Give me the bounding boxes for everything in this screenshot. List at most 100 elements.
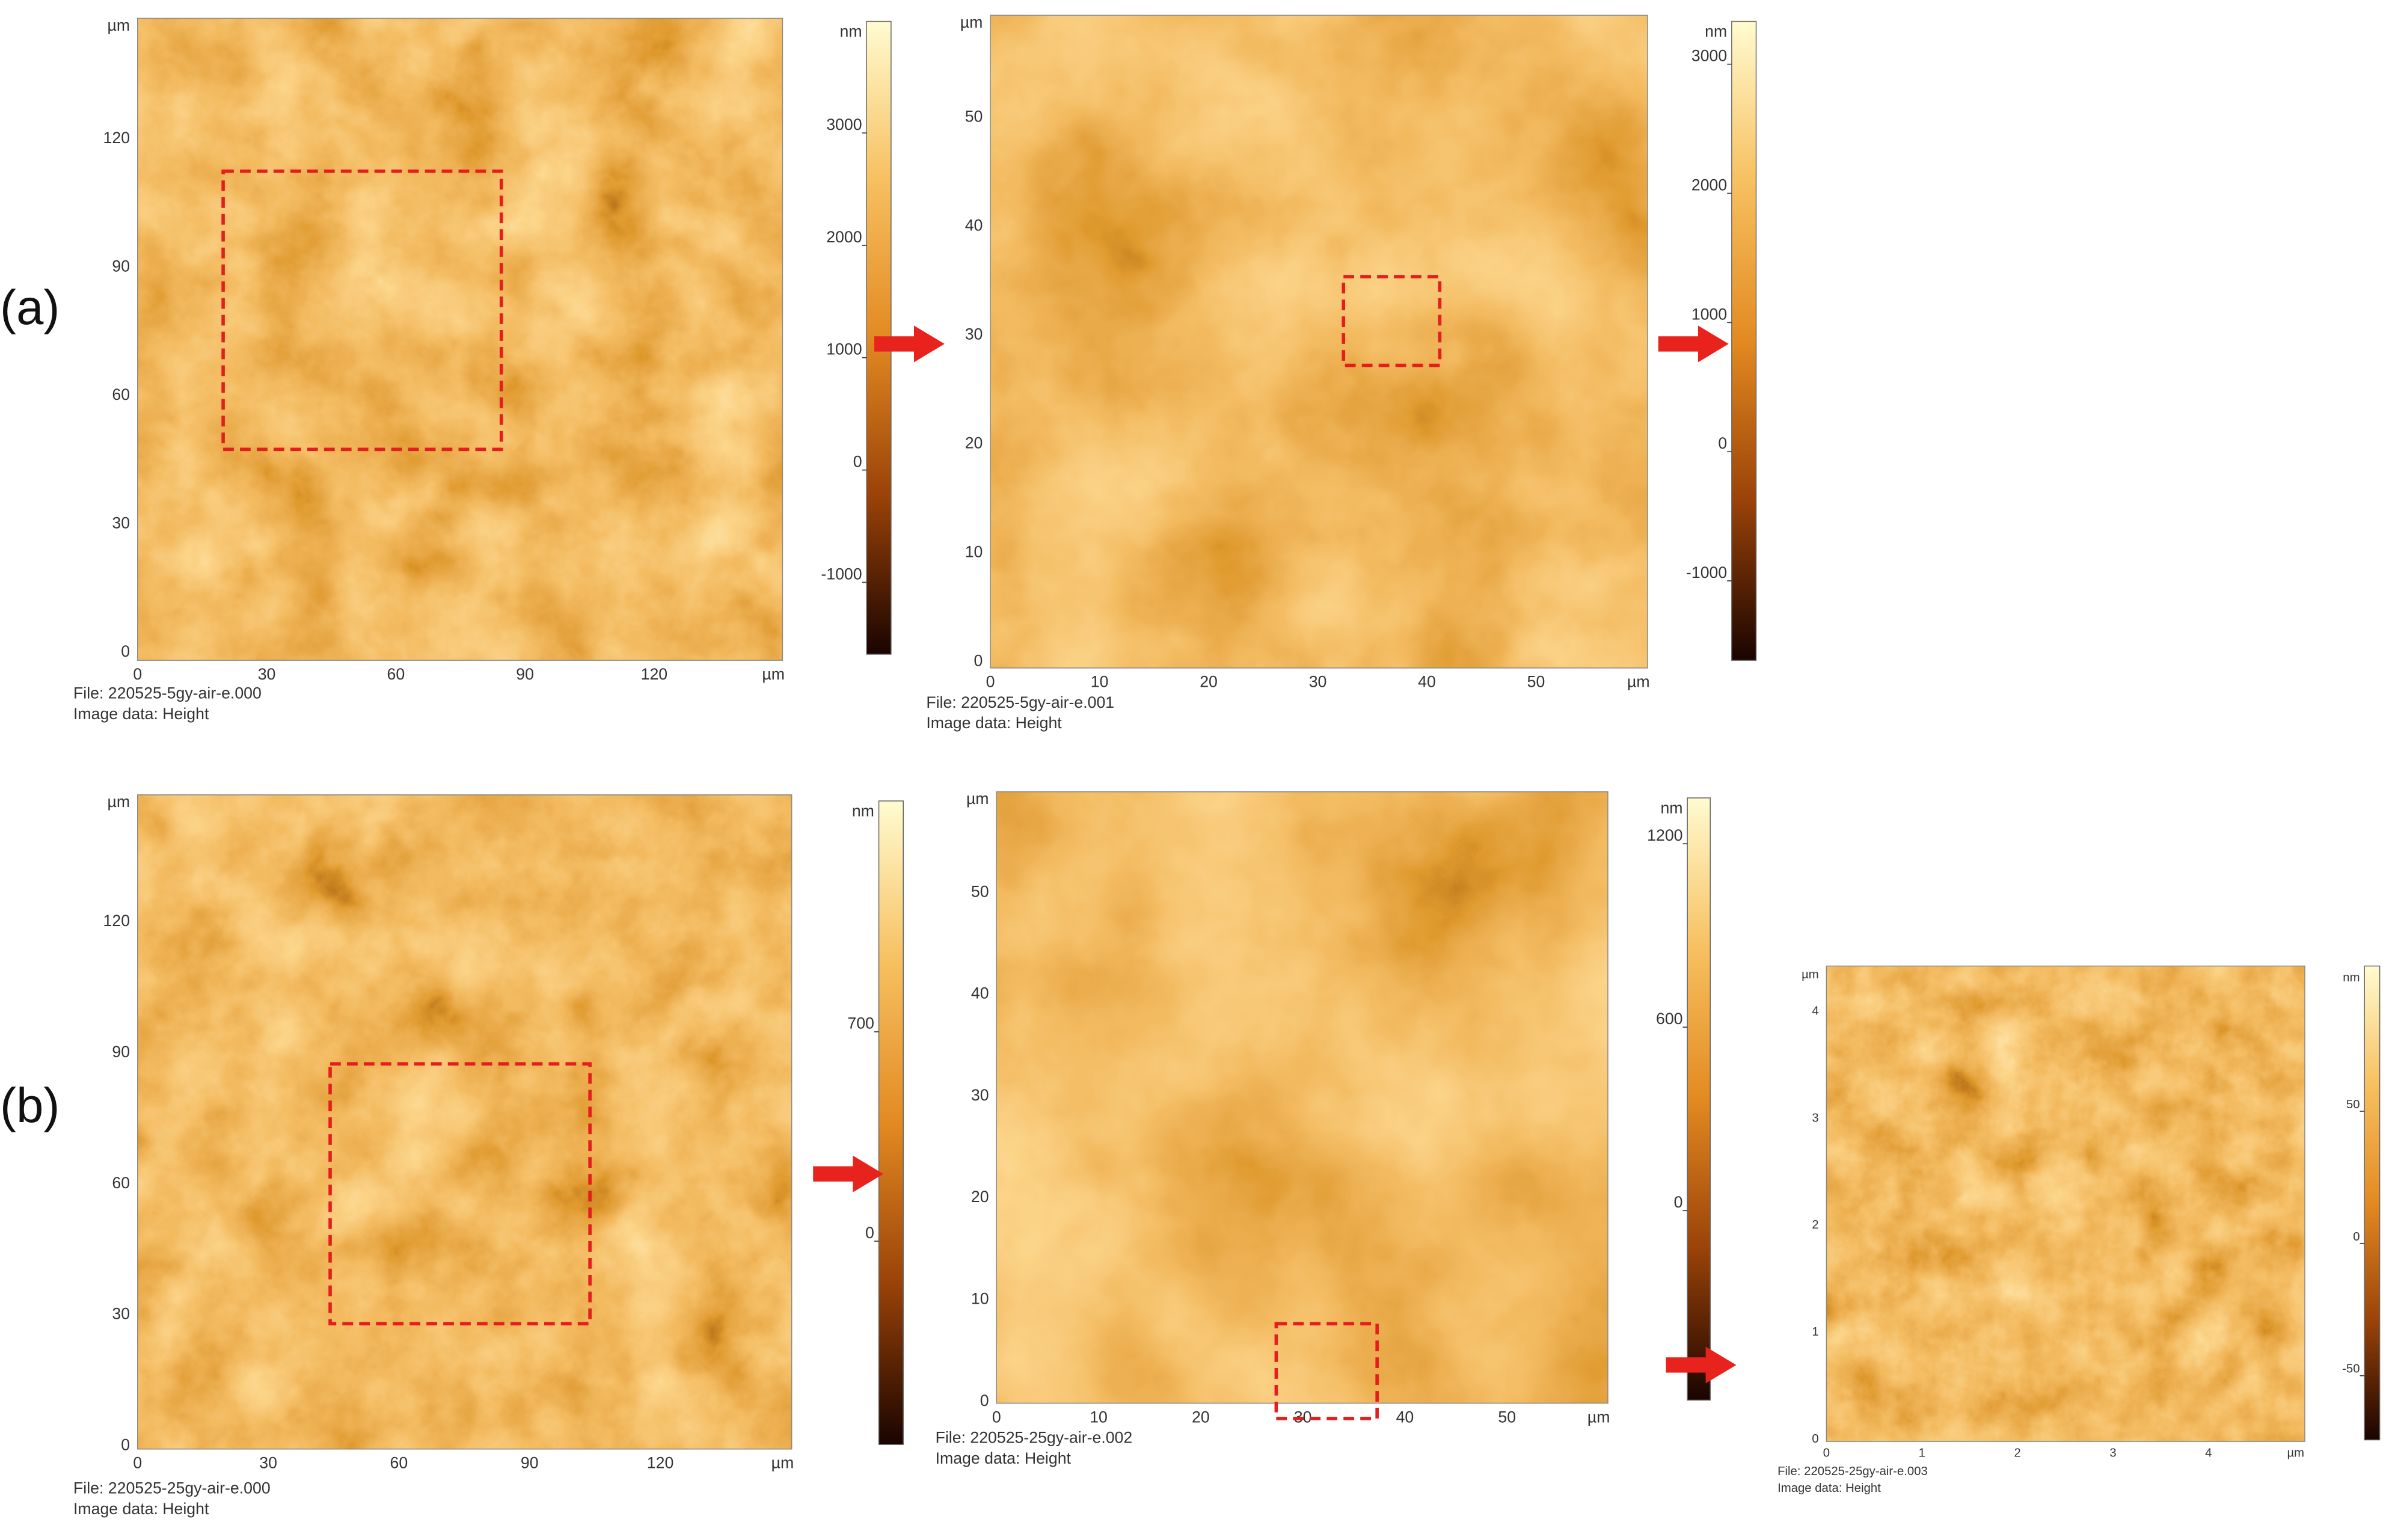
y-axis-unit: µm [107, 793, 130, 811]
image-data-label: Image data: Height [73, 1500, 209, 1518]
x-tick-label: 30 [258, 665, 276, 683]
colorbar [2364, 965, 2381, 1441]
colorbar-tick-label: 0 [865, 1224, 874, 1242]
image-data-label: Image data: Height [1777, 1482, 1881, 1495]
file-name: File: 220525-25gy-air-e.000 [73, 1479, 271, 1497]
y-tick-label: 60 [112, 1174, 130, 1192]
x-tick-label: 10 [1091, 673, 1109, 691]
y-tick-label: 1 [1812, 1325, 1818, 1339]
file-name: File: 220525-25gy-air-e.003 [1777, 1465, 1928, 1478]
colorbar [1687, 797, 1711, 1401]
colorbar-tick-label: 0 [853, 453, 862, 471]
colorbar-unit: nm [852, 802, 874, 820]
y-tick-label: 50 [965, 108, 983, 126]
colorbar-tick-label: 2000 [1691, 176, 1727, 194]
y-tick-label: 60 [112, 385, 130, 403]
x-tick-label: 120 [641, 665, 668, 683]
image-data-label: Image data: Height [926, 714, 1062, 732]
x-tick-label: 0 [133, 1454, 142, 1472]
colorbar-tick-label: -1000 [821, 565, 862, 583]
x-tick-label: 60 [387, 665, 405, 683]
image-data-label: Image data: Height [936, 1449, 1072, 1467]
y-tick-label: 120 [103, 129, 130, 147]
colorbar-tick-label: 1000 [826, 340, 862, 358]
x-tick-label: 30 [259, 1454, 277, 1472]
x-tick-label: 20 [1192, 1408, 1210, 1426]
y-tick-label: 50 [971, 882, 989, 900]
image-frame [990, 14, 1648, 669]
colorbar-tick-label: 600 [1656, 1010, 1683, 1028]
y-axis-unit: µm [960, 13, 983, 31]
x-tick-label: 2 [2014, 1446, 2021, 1459]
zoom-region-box [221, 169, 503, 452]
x-tick-label: 4 [2205, 1446, 2212, 1459]
y-tick-label: 30 [112, 514, 130, 532]
zoom-arrow [1658, 325, 1729, 363]
zoom-arrow [874, 325, 945, 363]
y-tick-label: 30 [965, 325, 983, 343]
image-frame [1826, 965, 2305, 1442]
afm-height-image [137, 794, 792, 1449]
zoom-region-box [328, 1062, 592, 1326]
colorbar-unit: nm [2343, 971, 2360, 984]
x-tick-label: 120 [647, 1454, 674, 1472]
image-frame [136, 794, 793, 1450]
x-tick-label: 30 [1309, 673, 1327, 691]
y-axis-unit: µm [966, 790, 989, 808]
panel-label: (a) [0, 280, 60, 335]
y-axis-unit: µm [1802, 968, 1819, 981]
x-tick-label: 0 [986, 673, 995, 691]
colorbar [1731, 20, 1757, 661]
panel-label: (b) [0, 1078, 60, 1133]
x-tick-label: 50 [1498, 1408, 1516, 1426]
x-axis-unit: µm [771, 1454, 794, 1472]
colorbar-tick-label: 3000 [1691, 47, 1727, 65]
x-axis-unit: µm [2287, 1446, 2304, 1459]
y-tick-label: 0 [121, 1435, 130, 1453]
afm-image-group: 0 10 20 30 40 50 µm 0 10 20 30 40 50 µm File: 220525-5… [926, 13, 1757, 732]
afm-height-image [996, 791, 1608, 1403]
zoom-arrow [1666, 1346, 1737, 1384]
x-tick-label: 0 [1823, 1446, 1830, 1459]
x-tick-label: 10 [1090, 1408, 1108, 1426]
y-axis-unit: µm [107, 16, 130, 34]
y-tick-label: 0 [1812, 1432, 1818, 1446]
x-tick-label: 90 [521, 1454, 539, 1472]
image-data-label: Image data: Height [73, 705, 209, 723]
y-tick-label: 20 [965, 434, 983, 452]
x-tick-label: 1 [1919, 1446, 1925, 1459]
x-tick-label: 90 [516, 665, 534, 683]
zoom-region-box [1342, 275, 1442, 367]
x-tick-label: 40 [1418, 673, 1436, 691]
colorbar-tick-label: 0 [1718, 434, 1727, 452]
colorbar-tick-label: 1200 [1647, 826, 1682, 844]
colorbar-tick-label: 700 [847, 1014, 874, 1032]
colorbar-unit: nm [840, 22, 862, 40]
colorbar-unit: nm [1660, 799, 1682, 817]
x-tick-label: 50 [1527, 673, 1545, 691]
file-name: File: 220525-25gy-air-e.002 [936, 1429, 1133, 1447]
afm-image-group: 0 30 60 90 120 µm 0 30 60 90 120 µm File: 220525-25g… [73, 793, 904, 1518]
colorbar-tick-label: 3000 [826, 115, 862, 133]
afm-height-image [137, 18, 783, 661]
colorbar-tick-label: 1000 [1691, 305, 1727, 323]
y-tick-label: 0 [974, 651, 983, 669]
colorbar-tick-label: 50 [2346, 1098, 2360, 1111]
y-tick-label: 0 [121, 642, 130, 660]
y-tick-label: 40 [971, 984, 989, 1002]
colorbar-tick-label: -50 [2342, 1363, 2360, 1376]
x-tick-label: 0 [992, 1408, 1001, 1426]
afm-image-group: 0 30 60 90 120 µm 0 30 60 90 120 µm File: 220525-5gy… [73, 16, 945, 723]
x-axis-unit: µm [762, 665, 785, 683]
y-tick-label: 4 [1812, 1004, 1818, 1017]
y-tick-label: 2 [1812, 1218, 1818, 1232]
y-tick-label: 120 [103, 912, 130, 930]
y-tick-label: 10 [965, 542, 983, 560]
zoom-arrow [813, 1155, 884, 1192]
y-tick-label: 90 [112, 1043, 130, 1061]
afm-height-image [1826, 966, 2305, 1442]
y-tick-label: 40 [965, 216, 983, 235]
